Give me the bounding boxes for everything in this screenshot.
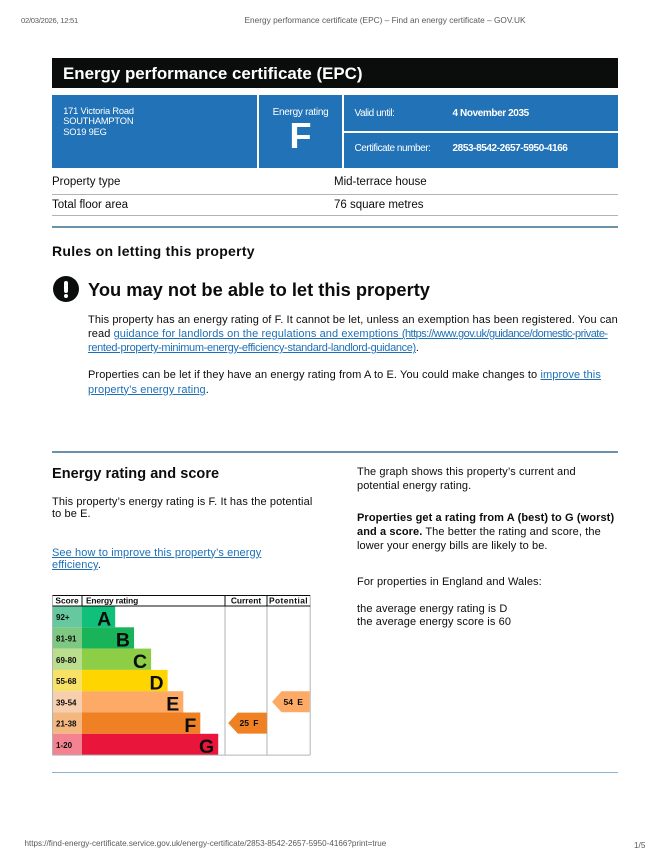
svg-text:Current: Current [231, 596, 261, 606]
svg-text:B: B [116, 630, 130, 652]
svg-text:92+: 92+ [56, 613, 70, 622]
svg-text:Score: Score [55, 596, 79, 606]
svg-text:A: A [97, 608, 111, 630]
svg-text:F: F [184, 715, 196, 737]
svg-text:D: D [150, 672, 164, 694]
svg-text:E: E [297, 697, 303, 707]
svg-text:C: C [133, 651, 147, 673]
svg-text:G: G [199, 736, 214, 757]
svg-text:54: 54 [284, 697, 294, 707]
svg-text:55-68: 55-68 [56, 677, 77, 686]
svg-text:25: 25 [240, 718, 250, 728]
svg-text:39-54: 39-54 [56, 698, 77, 707]
svg-text:81-91: 81-91 [56, 635, 77, 644]
svg-text:1-20: 1-20 [56, 741, 73, 750]
svg-text:E: E [166, 694, 179, 716]
svg-text:69-80: 69-80 [56, 656, 77, 665]
svg-text:F: F [253, 718, 258, 728]
svg-text:21-38: 21-38 [56, 720, 77, 729]
svg-text:Potential: Potential [269, 596, 308, 606]
svg-text:Energy rating: Energy rating [86, 596, 138, 606]
